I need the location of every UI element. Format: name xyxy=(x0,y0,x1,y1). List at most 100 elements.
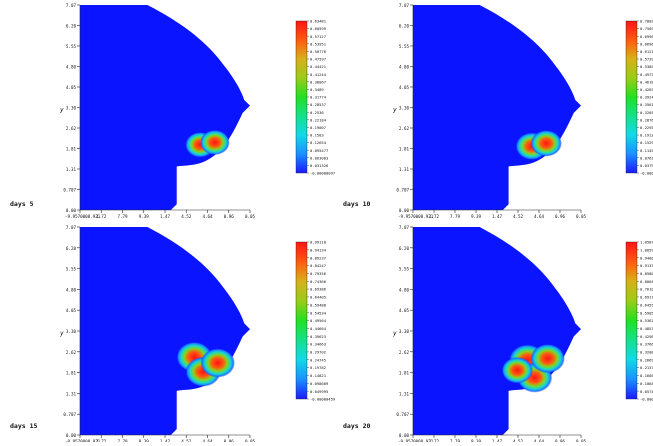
colorbar xyxy=(625,241,638,400)
colorbar-label: 0.19007 xyxy=(310,125,326,130)
x-tick-label: 1.47 xyxy=(160,214,171,219)
x-tick-label: 0.96 xyxy=(555,214,566,219)
colorbar-label: 0.46185 xyxy=(640,79,653,84)
colorbar-label: 0.037966 xyxy=(640,163,653,168)
colorbar-label: 0.34663 xyxy=(310,342,326,347)
y-tick-label: 0.00 xyxy=(399,208,410,213)
colorbar-label: 0.91332 xyxy=(640,263,653,268)
colorbar-label: 0.53857 xyxy=(640,64,653,69)
colorbar-label: 0.21374 xyxy=(640,365,653,370)
colorbar-label: 0.32083 xyxy=(640,350,653,355)
chart-panel-3: 7.07 6.20 5.55 4.80 4.05 3.30 2.62 1.81 1.31 0.70… xyxy=(10,225,336,444)
colorbar-label: 0.41244 xyxy=(310,72,327,77)
colorbar-label: 0.94007 xyxy=(640,255,653,260)
y-tick-label: 3.30 xyxy=(66,106,77,111)
colorbar-label: 0.31774 xyxy=(310,95,327,100)
colorbar-label: 0.80045 xyxy=(640,279,653,284)
colorbar-label: 0.79356 xyxy=(310,271,327,276)
colorbar xyxy=(295,20,308,174)
x-tick-label: 0.96 xyxy=(224,214,235,219)
y-tick-label: 7.07 xyxy=(399,3,410,8)
colorbar-label: 0.53951 xyxy=(310,41,327,46)
y-tick-label: 1.81 xyxy=(399,371,410,376)
colorbar-label: -0.00031 xyxy=(640,171,653,176)
y-tick-label: 5.55 xyxy=(399,44,410,49)
tumor-domain xyxy=(413,5,581,210)
y-tick-label: 3.30 xyxy=(399,106,410,111)
y-tick-label: 1.31 xyxy=(399,391,410,396)
colorbar-label: 0.63481 xyxy=(310,19,327,24)
y-tick-label: 4.80 xyxy=(399,287,410,292)
colorbar-label: 0.049995 xyxy=(310,389,328,394)
y-tick-label: 4.05 xyxy=(66,85,77,90)
colorbar-label: 0.2536 xyxy=(310,110,324,115)
colorbar-label: 0.10646 xyxy=(640,381,653,386)
x-tick-label: 0.05 xyxy=(576,214,587,219)
colorbar-label: 0.28765 xyxy=(640,117,653,122)
colorbar-label: 0.0574 xyxy=(640,389,653,394)
colorbar-label: 0.53621 xyxy=(640,318,653,323)
colorbar-label: 0.6696 xyxy=(640,41,653,46)
colorbar-label: 0.3489 xyxy=(310,87,324,92)
y-tick-label: 7.07 xyxy=(399,225,410,230)
y-tick-label: 6.20 xyxy=(399,24,410,29)
y-tick-label: 5.55 xyxy=(66,267,77,272)
colorbar-label: 0.095477 xyxy=(310,148,328,153)
y-tick-label: 3.30 xyxy=(399,329,410,334)
colorbar-label: 0.16059 xyxy=(640,373,653,378)
x-tick-label: 4.64 xyxy=(202,214,213,219)
colorbar-label: 0.35616 xyxy=(640,102,653,107)
y-tick-label: 4.05 xyxy=(399,308,410,313)
colorbar-label: 0.85804 xyxy=(640,271,653,276)
colorbar-label: 0.60599 xyxy=(310,26,327,31)
y-tick-label: 1.31 xyxy=(66,167,77,172)
colorbar-label: 0.49564 xyxy=(310,318,327,323)
x-tick-label: 4.52 xyxy=(513,214,524,219)
x-tick-label: 0.05 xyxy=(245,214,256,219)
colorbar-label: 0.6455 xyxy=(640,302,653,307)
concentration-nodule-3 xyxy=(530,343,565,374)
colorbar-label: 0.76109 xyxy=(640,287,653,292)
colorbar-label: -0.0002 xyxy=(640,397,653,402)
y-axis-label: y xyxy=(392,330,397,337)
colorbar-label: 0.063003 xyxy=(310,155,328,160)
colorbar-label: 0.50776 xyxy=(310,49,327,54)
colorbar-label: 0.74366 xyxy=(310,279,327,284)
y-tick-label: 5.55 xyxy=(399,267,410,272)
colorbar-label: 0.69968 xyxy=(640,34,653,39)
colorbar-label: 0.94134 xyxy=(310,247,327,252)
colorbar-label: 0.19127 xyxy=(640,133,653,138)
y-tick-label: 0.707 xyxy=(63,412,76,417)
y-tick-label: 0.707 xyxy=(63,188,76,193)
colorbar-label: 0.69386 xyxy=(310,287,327,292)
x-tick-label: 7.79 xyxy=(450,214,461,219)
colorbar-label: -0.00000097 xyxy=(310,171,335,176)
colorbar-label: -0.00000459 xyxy=(310,397,336,402)
colorbar-label: 0.22956 xyxy=(640,125,653,130)
y-tick-label: 2.62 xyxy=(399,350,410,355)
y-tick-label: 1.31 xyxy=(399,167,410,172)
colorbar-label: 0.44421 xyxy=(310,64,327,69)
colorbar-label: 0.42696 xyxy=(640,87,653,92)
concentration-nodule-3 xyxy=(200,348,235,378)
x-tick-label: 1.72 xyxy=(96,214,107,219)
colorbar-label: 0.44664 xyxy=(310,326,327,331)
y-tick-label: 0.707 xyxy=(396,412,409,417)
concentration-nodule-4 xyxy=(501,357,533,384)
colorbar-label: 0.1529 xyxy=(640,140,653,145)
y-axis-label: y xyxy=(59,330,64,337)
colorbar-label: 0.54534 xyxy=(310,310,327,315)
y-tick-label: 4.05 xyxy=(399,85,410,90)
y-tick-label: 4.80 xyxy=(66,65,77,70)
colorbar-label: 0.49729 xyxy=(640,72,653,77)
colorbar-label: 0.031326 xyxy=(310,163,329,168)
x-tick-label: 4.64 xyxy=(534,214,545,219)
y-tick-label: 2.62 xyxy=(399,126,410,131)
colorbar-label: 0.69178 xyxy=(640,295,653,300)
colorbar-label: 1.0587 xyxy=(640,240,653,245)
y-tick-label: 0.00 xyxy=(66,433,77,438)
tumor-domain xyxy=(413,227,581,435)
x-tick-label: 9.39 xyxy=(139,214,150,219)
colorbar-label: 0.78026 xyxy=(640,19,653,24)
